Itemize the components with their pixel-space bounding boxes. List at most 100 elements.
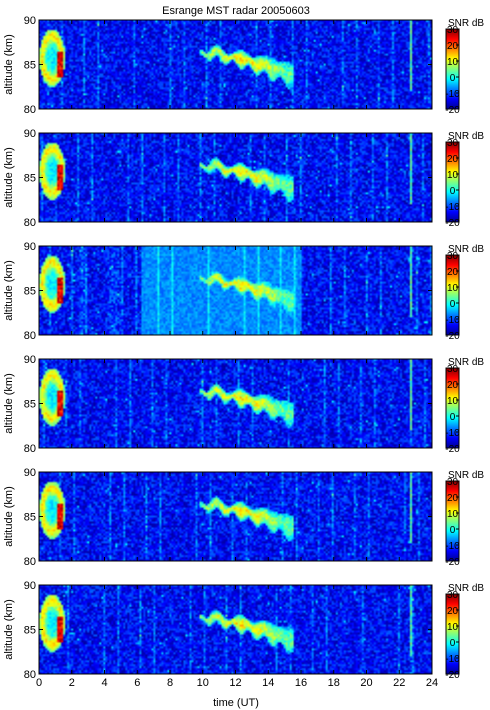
- colorbar-tick-label: 30: [447, 25, 459, 36]
- y-tick-label: 80: [24, 104, 36, 116]
- y-tick-label: 80: [24, 330, 36, 342]
- colorbar-tick-label: 10: [447, 57, 459, 68]
- colorbar-tick-label: 30: [447, 138, 459, 149]
- colorbar-tick-label: -20: [445, 218, 460, 229]
- colorbar-tick-label: -20: [445, 557, 460, 568]
- colorbar: [445, 593, 460, 675]
- x-tick-label: 10: [197, 677, 209, 689]
- colorbar-label: SNR dB: [448, 583, 484, 594]
- colorbar-label: SNR dB: [448, 18, 484, 29]
- colorbar-tick-label: -20: [445, 105, 460, 116]
- y-axis-label: altitude (km): [3, 486, 15, 547]
- colorbar-tick-label: 20: [447, 41, 459, 52]
- colorbar-tick-label: 20: [447, 606, 459, 617]
- x-tick-label: 2: [69, 677, 75, 689]
- y-tick-label: 85: [24, 60, 36, 72]
- y-tick-label: 90: [24, 580, 36, 592]
- y-tick-label: 85: [24, 286, 36, 298]
- colorbar-tick-label: 0: [450, 299, 456, 310]
- x-tick-label: 0: [36, 677, 42, 689]
- x-tick-label: 16: [295, 677, 307, 689]
- y-tick-label: 90: [24, 241, 36, 253]
- colorbar-tick-label: -10: [445, 654, 460, 665]
- y-tick-label: 85: [24, 173, 36, 185]
- x-tick-label: 14: [262, 677, 274, 689]
- y-tick-label: 80: [24, 217, 36, 229]
- panel-4: 80 85 90 altitude (km) SNR dB -20 -10 0 10 20 30: [3, 354, 484, 455]
- y-axis-label: altitude (km): [3, 147, 15, 208]
- panel-2: 80 85 90 altitude (km) SNR dB -20 -10 0 10 20 30: [3, 128, 484, 229]
- panel-3: 80 85 90 altitude (km) SNR dB -20 -10 0 10 20 30: [3, 241, 484, 342]
- colorbar-tick-label: 10: [447, 509, 459, 520]
- heatmap-image: [39, 472, 432, 561]
- colorbar-tick-label: -10: [445, 428, 460, 439]
- colorbar: [445, 367, 460, 449]
- y-tick-label: 90: [24, 128, 36, 140]
- y-axis-label: altitude (km): [3, 260, 15, 321]
- y-axis-label: altitude (km): [3, 34, 15, 95]
- y-tick-label: 90: [24, 467, 36, 479]
- heatmap-image: [39, 359, 432, 448]
- y-tick-label: 85: [24, 512, 36, 524]
- colorbar-tick-label: -20: [445, 670, 460, 681]
- colorbar-tick-label: -10: [445, 89, 460, 100]
- colorbar: [445, 141, 460, 223]
- x-tick-label: 6: [134, 677, 140, 689]
- x-tick-label: 8: [167, 677, 173, 689]
- colorbar-label: SNR dB: [448, 244, 484, 255]
- panel-1: 80 85 90 altitude (km) SNR dB -20 -10 0 10 20 30: [3, 15, 484, 116]
- colorbar: [445, 254, 460, 336]
- colorbar-label: SNR dB: [448, 131, 484, 142]
- colorbar-tick-label: 10: [447, 170, 459, 181]
- colorbar: [445, 480, 460, 562]
- colorbar-tick-label: 20: [447, 267, 459, 278]
- x-tick-label: 22: [393, 677, 405, 689]
- y-tick-label: 80: [24, 669, 36, 681]
- colorbar-tick-label: 30: [447, 477, 459, 488]
- heatmap-image: [39, 585, 432, 674]
- y-tick-label: 80: [24, 443, 36, 455]
- colorbar: [445, 28, 460, 110]
- colorbar-label: SNR dB: [448, 470, 484, 481]
- colorbar-tick-label: 0: [450, 186, 456, 197]
- colorbar-tick-label: -10: [445, 541, 460, 552]
- y-tick-label: 85: [24, 625, 36, 637]
- y-tick-label: 90: [24, 15, 36, 27]
- figure-title: Esrange MST radar 20050603: [162, 5, 310, 17]
- colorbar-tick-label: 10: [447, 283, 459, 294]
- colorbar-tick-label: 30: [447, 251, 459, 262]
- y-axis-label: altitude (km): [3, 599, 15, 660]
- colorbar-tick-label: 20: [447, 154, 459, 165]
- colorbar-tick-label: 10: [447, 396, 459, 407]
- x-tick-label: 12: [229, 677, 241, 689]
- colorbar-tick-label: -20: [445, 331, 460, 342]
- colorbar-tick-label: 30: [447, 364, 459, 375]
- colorbar-tick-label: -10: [445, 202, 460, 213]
- colorbar-tick-label: 0: [450, 638, 456, 649]
- colorbar-tick-label: -10: [445, 315, 460, 326]
- heatmap-image: [39, 246, 432, 335]
- heatmap-image: [39, 20, 432, 109]
- y-axis-label: altitude (km): [3, 373, 15, 434]
- x-axis-label: time (UT): [213, 697, 259, 709]
- x-tick-label: 20: [360, 677, 372, 689]
- colorbar-tick-label: 0: [450, 525, 456, 536]
- colorbar-tick-label: 30: [447, 590, 459, 601]
- colorbar-tick-label: 0: [450, 73, 456, 84]
- colorbar-tick-label: 0: [450, 412, 456, 423]
- x-tick-label: 4: [101, 677, 107, 689]
- y-tick-label: 80: [24, 556, 36, 568]
- colorbar-label: SNR dB: [448, 357, 484, 368]
- colorbar-tick-label: -20: [445, 444, 460, 455]
- panel-5: 80 85 90 altitude (km) SNR dB -20 -10 0 10 20 30: [3, 467, 484, 568]
- y-tick-label: 90: [24, 354, 36, 366]
- colorbar-tick-label: 20: [447, 380, 459, 391]
- y-tick-label: 85: [24, 399, 36, 411]
- x-tick-label: 24: [426, 677, 438, 689]
- colorbar-tick-label: 10: [447, 622, 459, 633]
- heatmap-image: [39, 133, 432, 222]
- colorbar-tick-label: 20: [447, 493, 459, 504]
